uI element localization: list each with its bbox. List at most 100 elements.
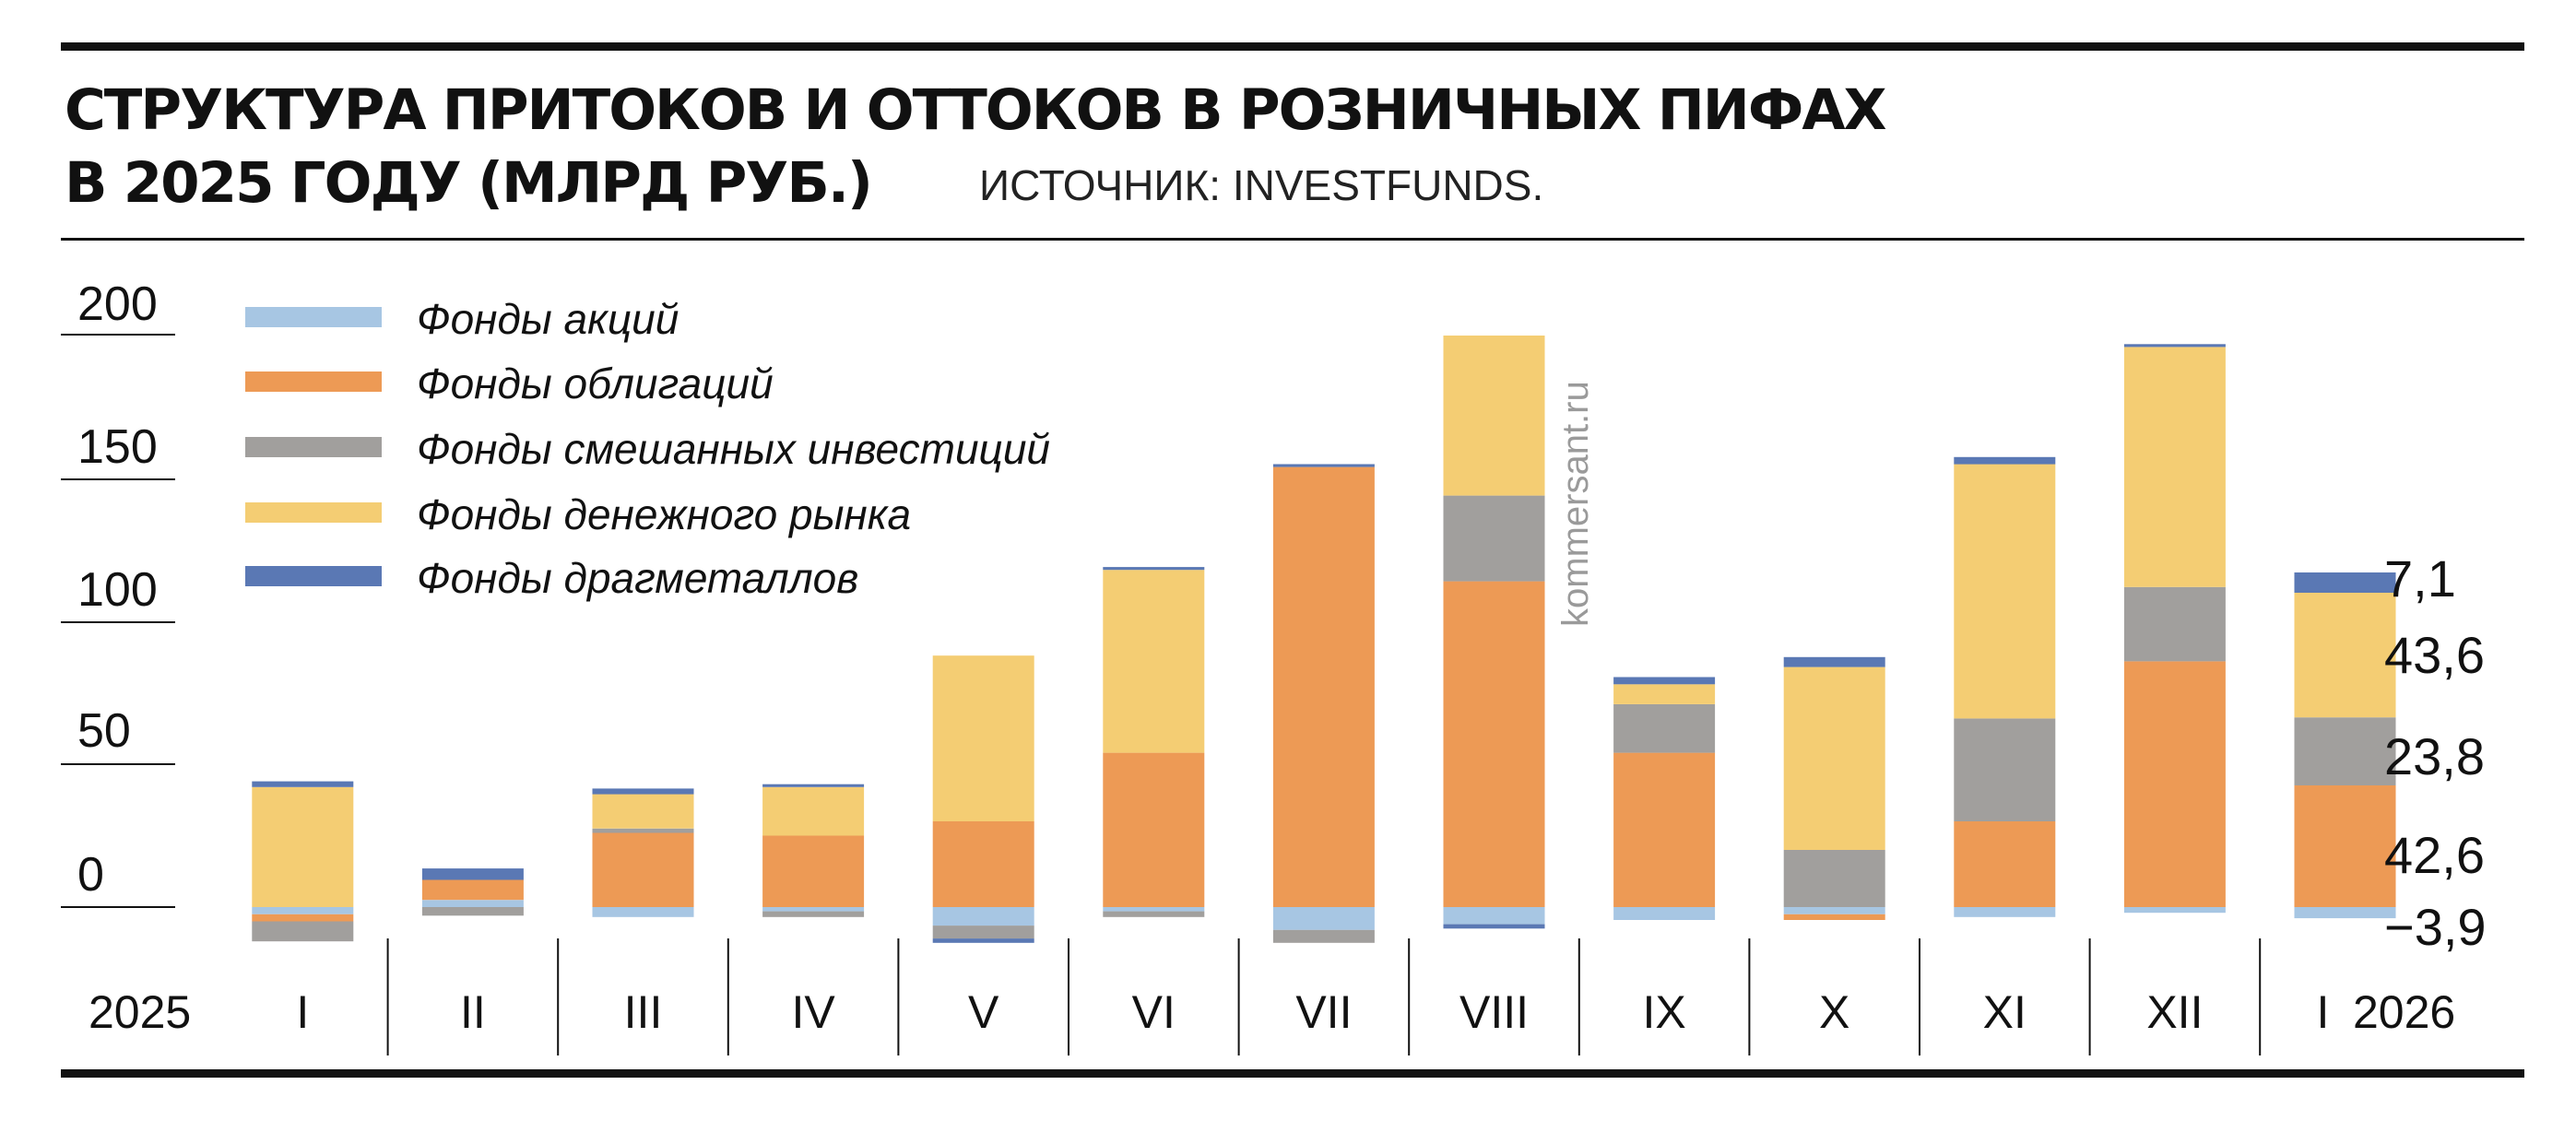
legend-label-precious-metals: Фонды драгметаллов bbox=[417, 554, 858, 602]
bar-segment-equity bbox=[1783, 907, 1885, 914]
y-tick-label: 150 bbox=[77, 420, 158, 474]
bar-segment-equity bbox=[2294, 907, 2396, 919]
bar-segment-bonds bbox=[1103, 752, 1205, 907]
bar-segment-bonds bbox=[2294, 784, 2396, 907]
bar-segment-mixed bbox=[421, 907, 524, 916]
month-separators bbox=[386, 938, 2262, 1055]
title-divider bbox=[61, 238, 2524, 241]
bar-segment-money-market bbox=[932, 655, 1034, 821]
bar-segment-money-market bbox=[762, 786, 865, 836]
bar-segment-mixed bbox=[762, 911, 865, 917]
bar-segment-precious-metals bbox=[1613, 677, 1716, 685]
bar-segment-equity bbox=[1443, 907, 1545, 925]
annotation-bonds: 42,6 bbox=[2384, 826, 2485, 884]
bar-segment-equity bbox=[1103, 907, 1205, 912]
bar-segment-mixed bbox=[2123, 586, 2226, 662]
annotation-equity: −3,9 bbox=[2384, 898, 2487, 956]
bar-segment-money-market bbox=[1443, 336, 1545, 496]
y-tick-label: 50 bbox=[77, 704, 131, 758]
bar-segment-precious-metals bbox=[1103, 567, 1205, 571]
legend-label-equity: Фонды акций bbox=[417, 295, 679, 343]
bar-segment-equity bbox=[1613, 907, 1716, 920]
bar-segment-mixed bbox=[1272, 929, 1375, 943]
bar-segment-bonds bbox=[1954, 821, 2056, 907]
legend: Фонды акций Фонды облигаций Фонды смешан… bbox=[245, 295, 1050, 602]
annotation-money-market: 43,6 bbox=[2384, 626, 2485, 684]
bar-segment-precious-metals bbox=[1954, 456, 2056, 465]
bar-segment-money-market bbox=[252, 786, 354, 907]
bar-segment-bonds bbox=[1783, 914, 1885, 920]
month-label: XI bbox=[1983, 986, 2027, 1038]
bar-segment-precious-metals bbox=[592, 788, 694, 795]
bar-segment-bonds bbox=[252, 914, 354, 922]
legend-swatch-precious-metals bbox=[245, 566, 382, 586]
bar-segment-equity bbox=[1272, 907, 1375, 930]
chart-source: ИСТОЧНИК: INVESTFUNDS. bbox=[979, 161, 1544, 209]
month-label: X bbox=[1819, 986, 1849, 1038]
month-label: VI bbox=[1132, 986, 1176, 1038]
bar-segment-bonds bbox=[592, 832, 694, 907]
bar-segment-equity bbox=[1954, 907, 2056, 917]
legend-swatch-equity bbox=[245, 307, 382, 327]
bar-segment-mixed bbox=[1103, 911, 1205, 917]
y-axis: 200 150 100 50 0 bbox=[61, 277, 175, 908]
bars-layer bbox=[252, 336, 2396, 943]
bar-segment-mixed bbox=[252, 921, 354, 942]
y-tick-label: 0 bbox=[77, 848, 104, 902]
bar-segment-equity bbox=[762, 907, 865, 912]
annotation-mixed: 23,8 bbox=[2384, 727, 2485, 785]
legend-label-money-market: Фонды денежного рынка bbox=[417, 490, 911, 538]
annotation-precious-metals: 7,1 bbox=[2384, 549, 2456, 607]
top-rule bbox=[61, 42, 2524, 51]
bar-segment-mixed bbox=[592, 828, 694, 833]
bar-segment-precious-metals bbox=[1443, 924, 1545, 929]
bar-segment-precious-metals bbox=[421, 868, 524, 880]
bar-segment-bonds bbox=[1443, 581, 1545, 907]
month-label: VII bbox=[1295, 986, 1352, 1038]
bar-segment-money-market bbox=[592, 794, 694, 829]
month-label: XII bbox=[2146, 986, 2203, 1038]
chart-title-line-1: СТРУКТУРА ПРИТОКОВ И ОТТОКОВ В РОЗНИЧНЫХ… bbox=[65, 77, 1887, 143]
bar-segment-mixed bbox=[1613, 703, 1716, 753]
bar-segment-precious-metals bbox=[2123, 344, 2226, 348]
month-label: I bbox=[296, 986, 309, 1038]
bar-segment-bonds bbox=[421, 879, 524, 901]
bar-segment-precious-metals bbox=[932, 938, 1034, 943]
legend-label-bonds: Фонды облигаций bbox=[417, 360, 774, 407]
legend-label-mixed: Фонды смешанных инвестиций bbox=[417, 425, 1050, 473]
watermark: kommersant.ru bbox=[1555, 381, 1596, 627]
bar-segment-mixed bbox=[1783, 850, 1885, 907]
bar-segment-bonds bbox=[1272, 466, 1375, 907]
y-tick-label: 100 bbox=[77, 563, 158, 617]
y-tick-label: 200 bbox=[77, 277, 158, 331]
bar-segment-money-market bbox=[1103, 570, 1205, 753]
year-start-label: 2025 bbox=[89, 986, 191, 1038]
legend-swatch-mixed bbox=[245, 437, 382, 457]
chart-title-line-2: В 2025 ГОДУ (МЛРД РУБ.) bbox=[65, 150, 873, 216]
bar-segment-equity bbox=[2123, 907, 2226, 914]
month-label: VIII bbox=[1459, 986, 1529, 1038]
bar-segment-precious-metals bbox=[1272, 464, 1375, 467]
month-labels: I II III IV V VI VII VIII IX X XI XII I bbox=[296, 986, 2329, 1038]
bar-segment-precious-metals bbox=[762, 784, 865, 787]
bottom-rule bbox=[61, 1069, 2524, 1078]
bar-segment-precious-metals bbox=[2294, 572, 2396, 593]
bar-segment-bonds bbox=[1613, 752, 1716, 907]
year-end-label: 2026 bbox=[2353, 986, 2455, 1038]
month-label: III bbox=[624, 986, 663, 1038]
month-label: II bbox=[460, 986, 486, 1038]
bar-segment-bonds bbox=[762, 835, 865, 907]
month-label: IV bbox=[791, 986, 835, 1038]
bar-segment-equity bbox=[592, 907, 694, 917]
month-label: IX bbox=[1642, 986, 1685, 1038]
month-label: I bbox=[2317, 986, 2330, 1038]
bar-segment-equity bbox=[421, 900, 524, 908]
bar-segment-bonds bbox=[932, 821, 1034, 907]
bar-segment-mixed bbox=[932, 926, 1034, 939]
bar-segment-mixed bbox=[2294, 717, 2396, 785]
bar-segment-precious-metals bbox=[1783, 656, 1885, 667]
bar-segment-equity bbox=[252, 907, 354, 914]
month-label: V bbox=[968, 986, 999, 1038]
legend-swatch-bonds bbox=[245, 371, 382, 392]
